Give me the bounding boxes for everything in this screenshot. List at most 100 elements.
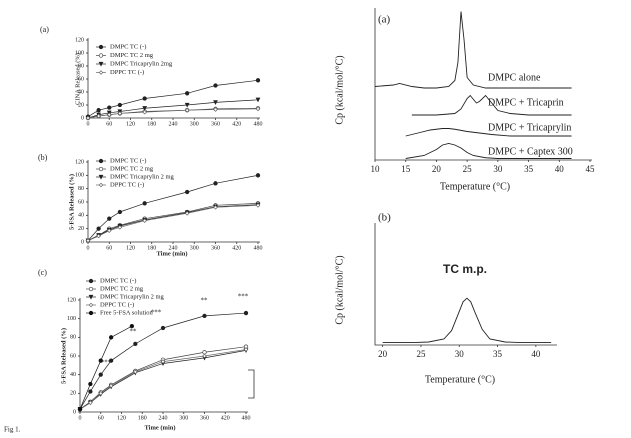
y-tick-label: 100	[75, 173, 84, 179]
legend-label: DMPC TC 2 mg	[100, 285, 144, 292]
axes	[374, 8, 592, 161]
x-tick-label: 420	[232, 121, 241, 127]
y-tick-label: 80	[70, 335, 76, 341]
y-tick-label: 20	[70, 391, 76, 397]
legend-label: DMPC TC (-)	[110, 157, 146, 164]
legend-label: Free 5-FSA solution	[100, 309, 153, 316]
marker	[96, 233, 101, 239]
marker	[117, 111, 123, 116]
y-tick-label: 40	[78, 213, 84, 219]
legend-label: DMPC TC 2 mg	[110, 165, 154, 172]
axes	[374, 223, 557, 346]
y-axis-label: Cp (kcal/mol/°C)	[334, 55, 345, 124]
x-tick-label: 30	[493, 164, 503, 174]
marker	[202, 350, 207, 355]
x-tick-label: 120	[117, 415, 126, 421]
marker	[108, 358, 114, 363]
x-tick-label: 300	[190, 245, 199, 251]
marker	[88, 278, 94, 284]
x-tick-label: 240	[169, 245, 178, 251]
marker	[98, 158, 104, 164]
marker	[108, 335, 114, 340]
x-axis-label: Temperature (°C)	[425, 374, 495, 385]
annotation: **	[130, 328, 138, 336]
x-tick-label: 180	[147, 121, 156, 127]
x-tick-label: 480	[254, 121, 263, 127]
marker	[98, 61, 104, 67]
annotation: TC m.p.	[443, 262, 487, 276]
legend-label: DPPC TC (-)	[100, 301, 134, 308]
x-tick-label: 30	[455, 349, 465, 359]
legend-label: DMPC TC 2 mg	[110, 52, 154, 59]
x-tick-label: 15	[401, 164, 411, 174]
x-axis-label: Time (min)	[156, 250, 187, 257]
series-line	[382, 297, 552, 344]
y-tick-label: 60	[78, 199, 84, 205]
y-tick-label: 80	[78, 186, 84, 192]
x-tick-label: 40	[531, 349, 541, 359]
x-tick-label: 40	[555, 164, 565, 174]
x-tick-label: 240	[169, 121, 178, 127]
marker	[98, 53, 104, 58]
x-tick-label: 35	[524, 164, 534, 174]
marker	[255, 78, 261, 83]
curve-label: DMPC alone	[488, 72, 541, 83]
x-tick-label: 180	[138, 415, 147, 421]
series-line	[79, 312, 247, 410]
marker	[142, 106, 148, 111]
x-tick-label: 300	[190, 121, 199, 127]
series-line	[79, 349, 247, 410]
y-tick-label: 60	[70, 353, 76, 359]
marker	[142, 201, 147, 206]
marker	[98, 174, 104, 180]
marker	[243, 347, 249, 352]
marker	[98, 166, 104, 172]
marker	[77, 407, 83, 412]
marker	[117, 102, 123, 108]
legend-label: DPPC TC (-)	[110, 181, 144, 188]
marker	[85, 115, 91, 121]
y-tick-label: 0	[81, 239, 84, 245]
marker	[107, 105, 112, 110]
x-tick-label: 300	[179, 415, 188, 421]
annotation: ***	[101, 359, 112, 367]
marker	[255, 106, 261, 112]
marker	[142, 218, 147, 223]
y-tick-label: 40	[70, 372, 76, 378]
series-line	[405, 143, 572, 159]
y-tick-label: 20	[78, 102, 84, 108]
x-axis-label: Temperature (°C)	[440, 181, 510, 192]
x-tick-label: 45	[586, 164, 596, 174]
series-line	[87, 99, 259, 119]
marker	[98, 391, 104, 396]
legend-label: DPPC TC (-)	[110, 69, 144, 76]
x-tick-label: 35	[493, 349, 503, 359]
legend-label: DMPC Tricaprylin 2mg	[110, 60, 173, 67]
marker	[98, 182, 104, 188]
series-line	[87, 204, 259, 241]
marker	[142, 109, 147, 115]
series-line	[374, 11, 572, 89]
series-line	[405, 128, 572, 137]
marker	[255, 203, 261, 208]
marker	[213, 100, 218, 105]
x-tick-label: 480	[242, 415, 251, 421]
y-tick-label: 100	[75, 50, 84, 56]
panel-label: (a)	[378, 14, 391, 26]
legend-label: DMPC Tricaprylin 2 mg	[110, 173, 174, 180]
x-tick-label: 60	[106, 245, 112, 251]
x-tick-label: 60	[106, 121, 112, 127]
marker	[106, 228, 112, 233]
y-tick-label: 80	[78, 63, 84, 69]
y-axis-label: 5-FSA Released (%)	[60, 328, 67, 384]
marker	[108, 383, 114, 389]
panel-label: (a)	[40, 25, 49, 34]
x-tick-label: 25	[463, 164, 473, 174]
y-tick-label: 100	[67, 316, 76, 322]
panel-label: (c)	[38, 268, 47, 277]
x-tick-label: 240	[159, 415, 168, 421]
marker	[184, 102, 190, 108]
x-tick-label: 360	[200, 415, 209, 421]
series-line	[87, 204, 259, 241]
